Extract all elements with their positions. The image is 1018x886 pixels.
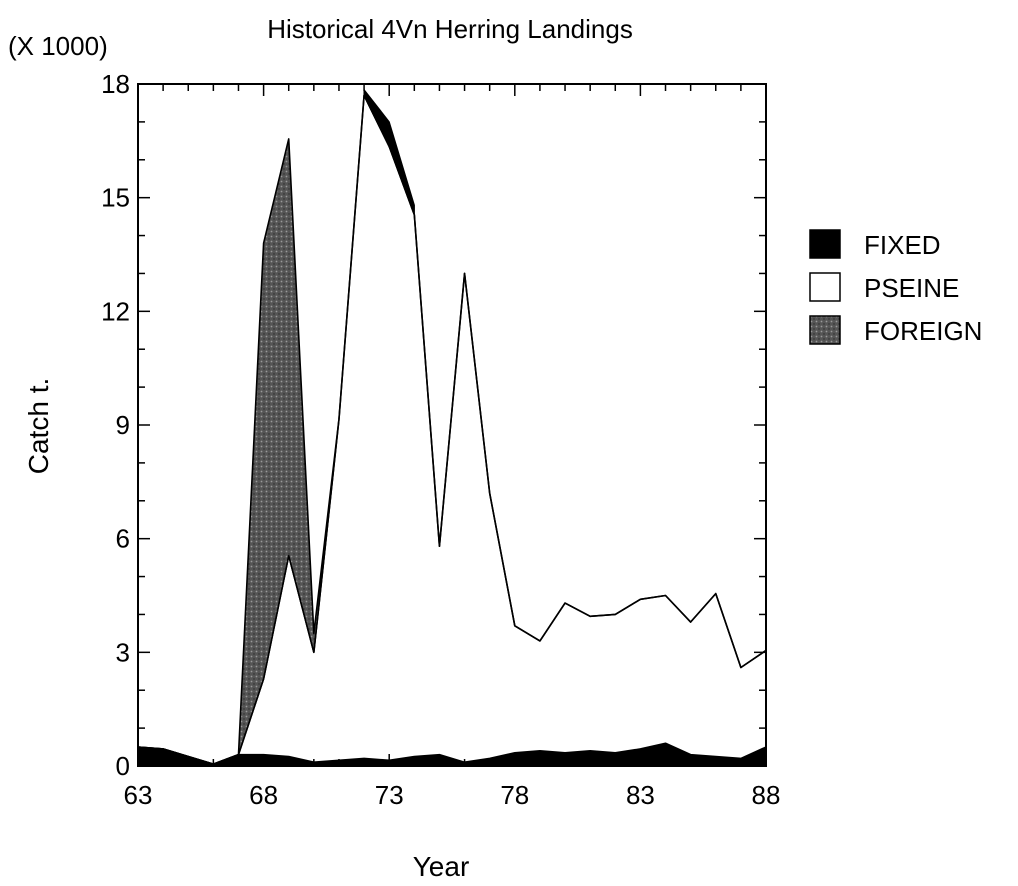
chart-title: Historical 4Vn Herring Landings bbox=[267, 14, 633, 44]
x-tick-label: 83 bbox=[626, 780, 655, 810]
peak-edge-overlay bbox=[363, 87, 415, 215]
tick-layer: 63 68 73 78 83 88 0 3 6 9 12 15 18 bbox=[101, 69, 780, 810]
y-tick-label: 9 bbox=[116, 410, 130, 440]
y-tick-label: 0 bbox=[116, 751, 130, 781]
y-multiplier-label: (X 1000) bbox=[8, 31, 108, 61]
y-tick-label: 12 bbox=[101, 296, 130, 326]
y-tick-label: 18 bbox=[101, 69, 130, 99]
y-tick-label: 15 bbox=[101, 183, 130, 213]
legend: FIXED PSEINE FOREIGN bbox=[809, 229, 982, 346]
legend-swatch-fixed bbox=[809, 229, 841, 259]
y-tick-label: 6 bbox=[116, 524, 130, 554]
legend-label-pseine: PSEINE bbox=[864, 273, 959, 303]
x-tick-label: 68 bbox=[249, 780, 278, 810]
y-tick-label: 3 bbox=[116, 637, 130, 667]
series-pseine-area bbox=[137, 94, 767, 765]
legend-swatch-pseine bbox=[809, 272, 841, 302]
x-tick-label: 63 bbox=[124, 780, 153, 810]
y-axis-label: Catch t. bbox=[23, 378, 54, 474]
area-layer bbox=[137, 87, 767, 767]
x-tick-label: 78 bbox=[500, 780, 529, 810]
legend-label-foreign: FOREIGN bbox=[864, 316, 982, 346]
legend-swatch-foreign bbox=[809, 315, 841, 345]
x-tick-label: 73 bbox=[375, 780, 404, 810]
legend-label-fixed: FIXED bbox=[864, 230, 941, 260]
x-axis-label: Year bbox=[413, 851, 470, 882]
x-tick-label: 88 bbox=[752, 780, 781, 810]
